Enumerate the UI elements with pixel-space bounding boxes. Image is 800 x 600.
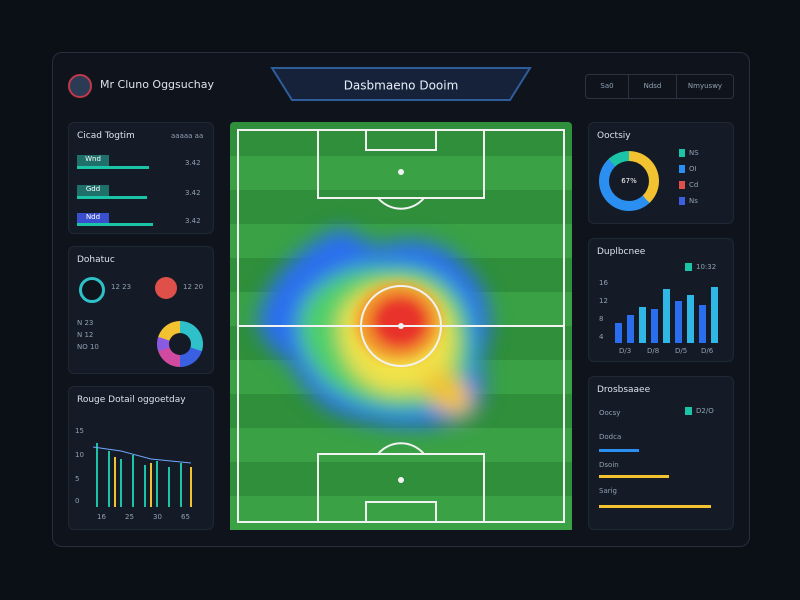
y-label: 5 bbox=[75, 475, 80, 483]
button[interactable]: Ndsd bbox=[629, 75, 677, 98]
item: N 23 bbox=[77, 319, 94, 327]
y-label: 0 bbox=[75, 497, 80, 505]
y-label: 4 bbox=[599, 333, 604, 341]
x-label: D/5 bbox=[675, 347, 688, 355]
item: N 12 bbox=[77, 331, 94, 339]
row-label: Oocsy bbox=[599, 409, 621, 417]
x-label: D/6 bbox=[701, 347, 714, 355]
row-label: Sarig bbox=[599, 487, 617, 495]
row-label: Dsoin bbox=[599, 461, 619, 469]
item: NO 10 bbox=[77, 343, 99, 351]
progress bbox=[599, 505, 711, 508]
row-tag: Gdd bbox=[77, 185, 109, 197]
y-label: 8 bbox=[599, 315, 604, 323]
x-label: 65 bbox=[181, 513, 190, 521]
panel-title: Dohatuc bbox=[77, 255, 115, 265]
button-group: Sa0 Ndsd Nmyuswy bbox=[585, 74, 734, 99]
panel: Rouge Dotail oggoetday 15 10 5 0 16 25 3… bbox=[68, 386, 214, 530]
panel-note: aaaaa aa bbox=[171, 132, 204, 140]
app-title: Mr Cluno Oggsuchay bbox=[100, 78, 215, 91]
x-label: 25 bbox=[125, 513, 134, 521]
donut-center: 67% bbox=[621, 177, 637, 185]
logo bbox=[68, 74, 92, 98]
badge: D2/O bbox=[685, 407, 714, 415]
stat: 12 20 bbox=[183, 283, 204, 291]
row-value: 3.42 bbox=[185, 189, 201, 197]
donut bbox=[157, 321, 203, 367]
y-label: 12 bbox=[599, 297, 608, 305]
y-label: 15 bbox=[75, 427, 84, 435]
row-value: 3.42 bbox=[185, 217, 201, 225]
row-tag: Ndd bbox=[77, 213, 109, 225]
panel: Drosbsaaee D2/O Oocsy Dodca Dsoin Sarig bbox=[588, 376, 734, 530]
legend-item: NS bbox=[679, 149, 699, 157]
panel-title: Rouge Dotail oggoetday bbox=[77, 395, 186, 405]
legend-item: Cd bbox=[679, 181, 698, 189]
badge: 10:32 bbox=[685, 263, 716, 271]
button[interactable]: Nmyuswy bbox=[687, 82, 723, 90]
row-bar bbox=[77, 223, 153, 226]
donut bbox=[599, 151, 659, 211]
tab[interactable]: Dasbmaeno Dooim bbox=[270, 66, 532, 102]
bar-chart bbox=[615, 287, 718, 343]
panel-title: Duplbcnee bbox=[597, 247, 646, 257]
button[interactable]: Sa0 bbox=[586, 75, 629, 98]
tab-label: Dasbmaeno Dooim bbox=[344, 79, 459, 93]
panel: Duplbcnee 10:32 16 12 8 4 D/3 D/8 D/5 D/… bbox=[588, 238, 734, 362]
stat: 12 23 bbox=[111, 283, 132, 291]
panel-title: Ooctsiy bbox=[597, 131, 631, 141]
panel: Ooctsiy 67% NS OI Cd Ns bbox=[588, 122, 734, 224]
row-bar bbox=[77, 196, 147, 199]
x-label: D/8 bbox=[647, 347, 660, 355]
panel-title: Drosbsaaee bbox=[597, 385, 651, 395]
panel: Cicad Togtim aaaaa aa Wnd 3.42 Gdd 3.42 … bbox=[68, 122, 214, 234]
x-label: D/3 bbox=[619, 347, 632, 355]
x-label: 30 bbox=[153, 513, 162, 521]
progress bbox=[599, 475, 669, 478]
row-bar bbox=[77, 166, 149, 169]
row-label: Dodca bbox=[599, 433, 622, 441]
y-label: 10 bbox=[75, 451, 84, 459]
y-label: 16 bbox=[599, 279, 608, 287]
icon bbox=[155, 277, 177, 299]
row-tag: Wnd bbox=[77, 155, 109, 167]
x-label: 16 bbox=[97, 513, 106, 521]
pitch-heatmap bbox=[230, 122, 572, 530]
panel-title: Cicad Togtim bbox=[77, 131, 135, 141]
legend-item: OI bbox=[679, 165, 697, 173]
progress bbox=[599, 449, 639, 452]
icon bbox=[79, 277, 105, 303]
legend-item: Ns bbox=[679, 197, 698, 205]
row-value: 3.42 bbox=[185, 159, 201, 167]
panel: Dohatuc 12 23 12 20 N 23 N 12 NO 10 bbox=[68, 246, 214, 374]
mini-chart bbox=[92, 443, 192, 507]
